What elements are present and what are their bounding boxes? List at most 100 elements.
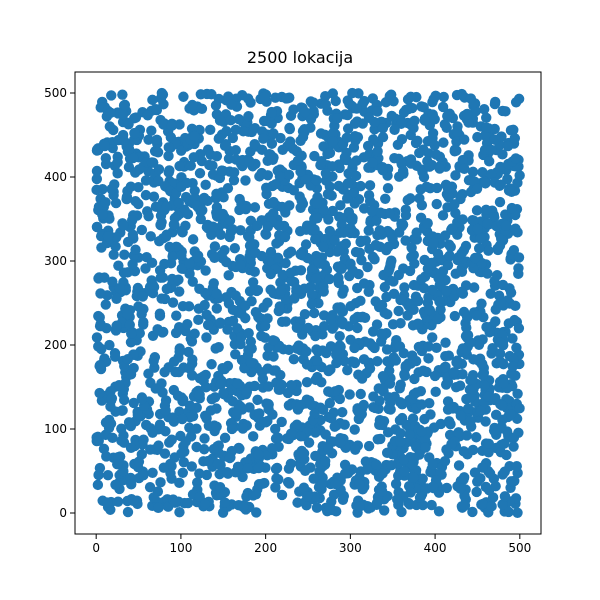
scatter-point (277, 316, 288, 328)
scatter-point (229, 242, 241, 254)
scatter-point (306, 289, 318, 301)
scatter-point (329, 234, 340, 246)
scatter-point (253, 311, 264, 323)
scatter-point (283, 477, 294, 488)
scatter-point (485, 288, 496, 299)
scatter-point (266, 138, 278, 149)
scatter-point (267, 154, 278, 166)
scatter-point (134, 328, 145, 339)
scatter-point (350, 170, 362, 182)
scatter-point (438, 91, 449, 103)
scatter-point (509, 475, 520, 487)
scatter-point (118, 109, 129, 120)
scatter-point (472, 223, 484, 235)
scatter-point (461, 108, 473, 120)
scatter-point (122, 354, 133, 365)
scatter-point (268, 365, 279, 376)
scatter-point (145, 231, 156, 242)
scatter-point (148, 191, 160, 202)
scatter-point (227, 396, 239, 407)
scatter-point (378, 505, 390, 516)
scatter-point (324, 147, 336, 159)
scatter-point (164, 165, 175, 176)
scatter-point (285, 428, 297, 439)
scatter-point (306, 264, 318, 275)
scatter-point (399, 370, 411, 381)
scatter-point (326, 190, 337, 201)
scatter-point (495, 179, 506, 190)
scatter-point (477, 167, 488, 178)
scatter-point (197, 205, 208, 216)
scatter-point (494, 348, 506, 359)
scatter-point (467, 166, 479, 178)
y-tick-label: 500 (44, 86, 67, 100)
scatter-point (305, 113, 317, 125)
scatter-point (199, 433, 210, 444)
scatter-point (221, 256, 232, 268)
scatter-point (133, 456, 145, 467)
scatter-point (377, 132, 389, 143)
scatter-point (490, 393, 501, 404)
scatter-point (91, 332, 103, 343)
scatter-point (332, 302, 343, 313)
scatter-point (333, 272, 344, 284)
scatter-point (457, 214, 468, 225)
scatter-point (438, 137, 449, 148)
scatter-point (256, 330, 267, 342)
scatter-point (339, 459, 351, 471)
scatter-point (363, 225, 374, 236)
scatter-point (91, 184, 102, 196)
scatter-point (244, 286, 256, 297)
scatter-point (468, 282, 480, 293)
scatter-point (247, 277, 259, 288)
scatter-point (228, 167, 240, 178)
scatter-point (418, 365, 429, 376)
scatter-point (232, 461, 244, 473)
scatter-point (221, 125, 232, 137)
scatter-point (497, 499, 508, 510)
scatter-point (194, 283, 205, 294)
scatter-point (366, 205, 378, 217)
scatter-point (187, 99, 198, 111)
scatter-point (288, 185, 300, 196)
scatter-point (254, 408, 265, 419)
scatter-point (334, 437, 346, 449)
scatter-point (265, 284, 276, 295)
scatter-point (498, 377, 509, 389)
scatter-point (371, 215, 382, 226)
scatter-point (100, 299, 111, 310)
scatter-point (180, 436, 191, 447)
scatter-point (345, 259, 356, 270)
scatter-point (198, 375, 209, 386)
scatter-point (224, 452, 236, 464)
scatter-point (422, 218, 433, 229)
scatter-point (356, 373, 368, 384)
scatter-point (119, 99, 131, 111)
scatter-point (178, 456, 190, 468)
scatter-point (251, 507, 262, 518)
scatter-point (259, 320, 271, 332)
scatter-point (174, 507, 185, 518)
scatter-point (92, 479, 104, 491)
scatter-point (387, 233, 398, 244)
scatter-point (428, 422, 440, 433)
scatter-point (113, 380, 125, 391)
scatter-point (206, 359, 217, 370)
scatter-point (283, 463, 295, 474)
scatter-point (253, 449, 264, 460)
scatter-point (476, 358, 487, 369)
scatter-point (295, 166, 306, 177)
scatter-point (214, 482, 226, 493)
scatter-point (189, 130, 200, 142)
scatter-point (475, 233, 486, 244)
scatter-point (207, 221, 219, 232)
scatter-point (202, 319, 214, 331)
scatter-point (214, 133, 225, 144)
scatter-point (462, 403, 474, 414)
scatter-point (468, 97, 479, 109)
scatter-point (285, 246, 297, 257)
scatter-point (192, 477, 203, 488)
scatter-point (270, 423, 281, 435)
scatter-point (169, 497, 181, 508)
